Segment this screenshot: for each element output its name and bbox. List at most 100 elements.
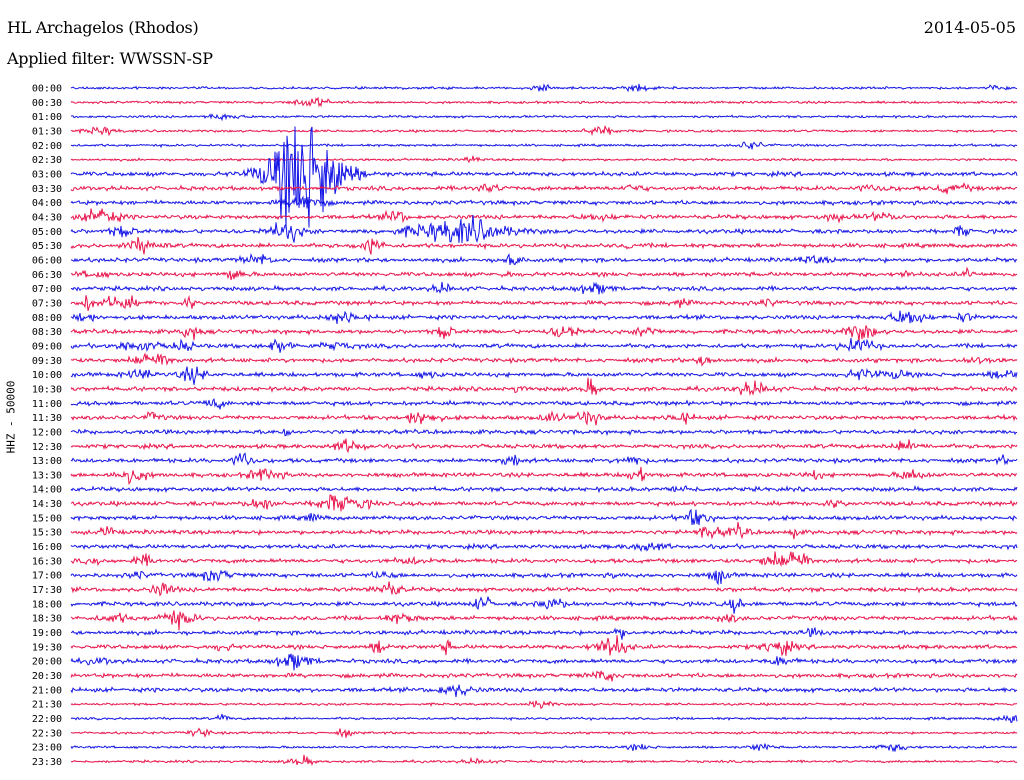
trace-1330 <box>70 466 1018 485</box>
row-label: 09:00 <box>32 341 62 352</box>
trace-1700 <box>70 569 1018 586</box>
row-label: 12:00 <box>32 427 62 438</box>
trace-1000 <box>70 366 1018 385</box>
row-label: 03:30 <box>32 184 62 195</box>
row-label: 10:00 <box>32 370 62 381</box>
row-label: 22:00 <box>32 714 62 725</box>
trace-1100 <box>70 398 1018 410</box>
row-label: 12:30 <box>32 442 62 453</box>
station-title: HL Archagelos (Rhodos) <box>7 18 199 37</box>
trace-0430 <box>70 208 1018 224</box>
row-label: 17:30 <box>32 585 62 596</box>
trace-1900 <box>71 627 1018 640</box>
trace-0500 <box>70 214 1018 244</box>
trace-0400 <box>70 195 1018 209</box>
row-label: 23:00 <box>32 743 62 754</box>
row-label: 20:00 <box>32 657 62 668</box>
trace-2200 <box>70 713 1018 724</box>
row-label: 07:00 <box>32 284 62 295</box>
trace-1530 <box>70 521 1018 540</box>
row-label: 03:00 <box>32 169 62 180</box>
trace-0800 <box>70 310 1018 324</box>
row-label: 19:30 <box>32 642 62 653</box>
traces <box>70 83 1018 766</box>
row-label: 18:00 <box>32 599 62 610</box>
row-labels: 00:00 00:30 01:00 01:30 02:00 02:30 03:00 03:30… <box>32 84 62 769</box>
trace-1200 <box>70 428 1018 437</box>
row-label: 20:30 <box>32 671 62 682</box>
trace-0300 <box>70 126 1018 229</box>
trace-2230 <box>70 727 1018 738</box>
row-label: 17:00 <box>32 571 62 582</box>
row-label: 11:00 <box>32 399 62 410</box>
row-label: 09:30 <box>32 356 62 367</box>
row-label: 23:30 <box>32 757 62 768</box>
row-label: 04:00 <box>32 198 62 209</box>
trace-0830 <box>70 325 1018 342</box>
row-label: 22:30 <box>32 728 62 739</box>
row-label: 11:30 <box>32 413 62 424</box>
trace-1830 <box>70 610 1018 631</box>
trace-0330 <box>70 182 1017 195</box>
row-label: 01:00 <box>32 112 62 123</box>
row-label: 15:00 <box>32 513 62 524</box>
row-label: 16:00 <box>32 542 62 553</box>
trace-0230 <box>70 155 1018 164</box>
row-label: 13:00 <box>32 456 62 467</box>
row-label: 14:00 <box>32 485 62 496</box>
row-label: 04:30 <box>32 212 62 223</box>
trace-0600 <box>70 252 1018 266</box>
row-label: 13:30 <box>32 470 62 481</box>
trace-0700 <box>70 281 1018 295</box>
row-label: 08:30 <box>32 327 62 338</box>
row-label: 00:00 <box>32 84 62 95</box>
trace-1230 <box>70 438 1018 454</box>
trace-1300 <box>70 452 1018 467</box>
trace-0100 <box>70 112 1018 122</box>
row-label: 08:00 <box>32 313 62 324</box>
trace-0730 <box>70 294 1018 311</box>
row-label: 15:30 <box>32 528 62 539</box>
filter-label: Applied filter: WWSSN-SP <box>7 49 213 68</box>
row-label: 05:30 <box>32 241 62 252</box>
trace-2300 <box>70 743 1018 753</box>
trace-2330 <box>70 754 1018 766</box>
row-label: 01:30 <box>32 126 62 137</box>
trace-1130 <box>70 410 1018 426</box>
trace-1730 <box>70 581 1018 597</box>
row-label: 18:30 <box>32 614 62 625</box>
trace-0130 <box>70 125 1018 137</box>
row-label: 06:30 <box>32 270 62 281</box>
trace-0900 <box>70 337 1018 353</box>
row-label: 14:30 <box>32 499 62 510</box>
trace-0930 <box>70 352 1018 367</box>
trace-1930 <box>70 635 1018 657</box>
trace-1400 <box>70 485 1018 494</box>
trace-1800 <box>70 596 1018 614</box>
trace-1430 <box>70 494 1018 512</box>
trace-1630 <box>70 551 1018 567</box>
trace-2130 <box>70 700 1018 710</box>
row-label: 19:00 <box>32 628 62 639</box>
row-label: 07:30 <box>32 298 62 309</box>
row-label: 02:00 <box>32 141 62 152</box>
trace-1030 <box>70 377 1018 396</box>
row-label: 06:00 <box>32 255 62 266</box>
row-label: 21:30 <box>32 700 62 711</box>
row-label: 10:30 <box>32 384 62 395</box>
row-label: 05:00 <box>32 227 62 238</box>
trace-2100 <box>70 684 1018 698</box>
trace-0530 <box>70 237 1018 255</box>
trace-1500 <box>70 508 1018 526</box>
date-label: 2014-05-05 <box>923 18 1016 37</box>
trace-1600 <box>70 542 1018 553</box>
trace-0200 <box>70 141 1018 150</box>
row-label: 02:30 <box>32 155 62 166</box>
trace-0630 <box>70 266 1018 281</box>
row-label: 16:30 <box>32 556 62 567</box>
trace-2000 <box>70 653 1018 671</box>
row-label: 00:30 <box>32 98 62 109</box>
trace-0000 <box>70 83 1018 93</box>
trace-0030 <box>70 96 1018 108</box>
